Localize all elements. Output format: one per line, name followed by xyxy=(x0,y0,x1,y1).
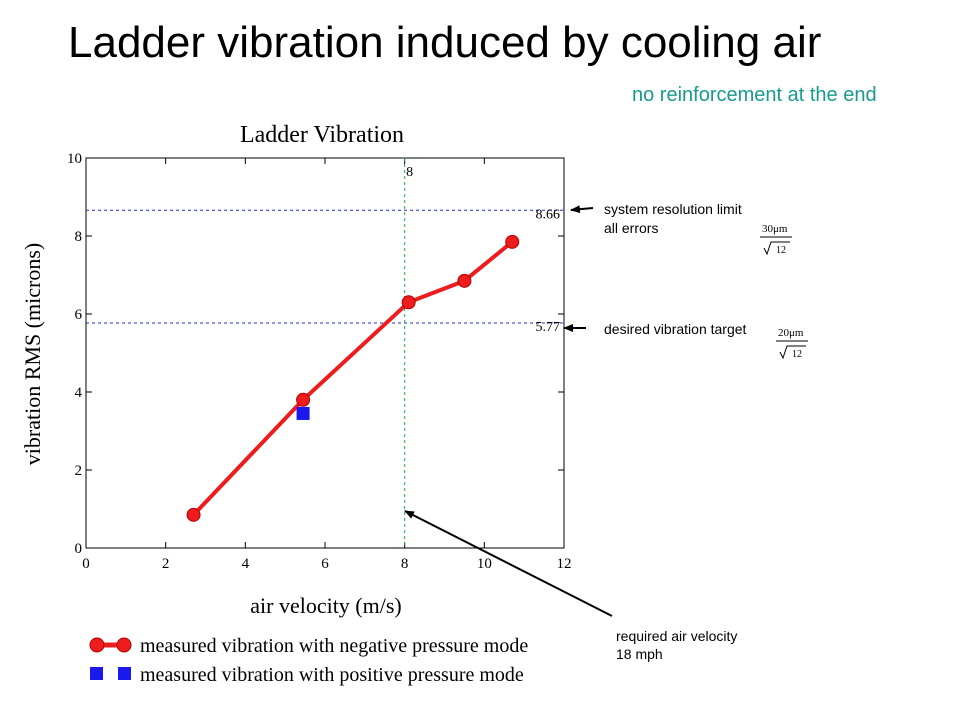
plot-frame xyxy=(85,157,565,549)
y-tick-label: 2 xyxy=(75,463,83,479)
data-point-negative xyxy=(457,273,472,288)
slide-subtitle: no reinforcement at the end xyxy=(632,84,877,106)
y-axis-label: vibration RMS (microns) xyxy=(20,243,45,465)
data-point-negative xyxy=(296,392,311,407)
x-tick-label: 8 xyxy=(401,556,409,572)
sqrt-icon xyxy=(779,345,806,360)
resolution-formula-numerator: 30μm xyxy=(762,223,788,235)
x-tick-label: 10 xyxy=(477,556,492,572)
reference-line-label: 5.77 xyxy=(536,320,561,335)
legend-marker-positive xyxy=(90,667,103,680)
data-series xyxy=(186,234,520,522)
resolution-limit-arrow xyxy=(570,205,594,214)
chart-title: Ladder Vibration xyxy=(240,122,404,148)
legend: measured vibration with negative pressur… xyxy=(89,635,528,686)
axis-ticks: 0 2 4 6 8 10 12 0 2 4 6 8 10 xyxy=(67,151,572,572)
x-tick-label: 12 xyxy=(557,556,572,572)
resolution-formula: 30μm 12 xyxy=(760,223,792,256)
required-velocity-label: required air velocity xyxy=(616,628,738,644)
target-formula-denominator: 12 xyxy=(792,349,802,360)
legend-item-negative: measured vibration with negative pressur… xyxy=(89,635,528,657)
legend-marker-negative xyxy=(116,637,132,653)
reference-line-label: 8.66 xyxy=(536,207,561,222)
legend-label-negative: measured vibration with negative pressur… xyxy=(140,635,528,657)
x-tick-label: 2 xyxy=(162,556,170,572)
data-point-negative xyxy=(505,234,520,249)
resolution-limit-label: system resolution limit xyxy=(604,201,742,217)
reference-line-label: 8 xyxy=(406,165,413,180)
y-tick-label: 4 xyxy=(75,385,83,401)
sqrt-icon xyxy=(763,241,790,256)
legend-marker-negative xyxy=(89,637,105,653)
x-tick-label: 4 xyxy=(242,556,250,572)
target-formula: 20μm 12 xyxy=(776,327,808,360)
required-velocity-arrow xyxy=(404,510,613,617)
resolution-formula-denominator: 12 xyxy=(776,245,786,256)
reference-lines: 8.66 5.77 8 xyxy=(86,158,564,548)
data-point-negative xyxy=(186,507,201,522)
legend-marker-positive xyxy=(118,667,131,680)
x-tick-label: 6 xyxy=(321,556,329,572)
vibration-target-label: desired vibration target xyxy=(604,321,747,337)
all-errors-label: all errors xyxy=(604,220,659,236)
x-axis-label: air velocity (m/s) xyxy=(250,593,402,618)
y-tick-label: 10 xyxy=(67,151,82,167)
y-tick-label: 8 xyxy=(75,229,83,245)
data-point-positive xyxy=(296,406,310,420)
legend-item-positive: measured vibration with positive pressur… xyxy=(90,664,524,686)
required-velocity-mph: 18 mph xyxy=(616,646,663,662)
y-tick-label: 0 xyxy=(75,541,83,557)
x-tick-label: 0 xyxy=(82,556,90,572)
legend-label-positive: measured vibration with positive pressur… xyxy=(140,664,524,686)
y-tick-label: 6 xyxy=(75,307,83,323)
slide-title: Ladder vibration induced by cooling air xyxy=(68,18,822,67)
target-formula-numerator: 20μm xyxy=(778,327,804,339)
data-point-negative xyxy=(401,295,416,310)
